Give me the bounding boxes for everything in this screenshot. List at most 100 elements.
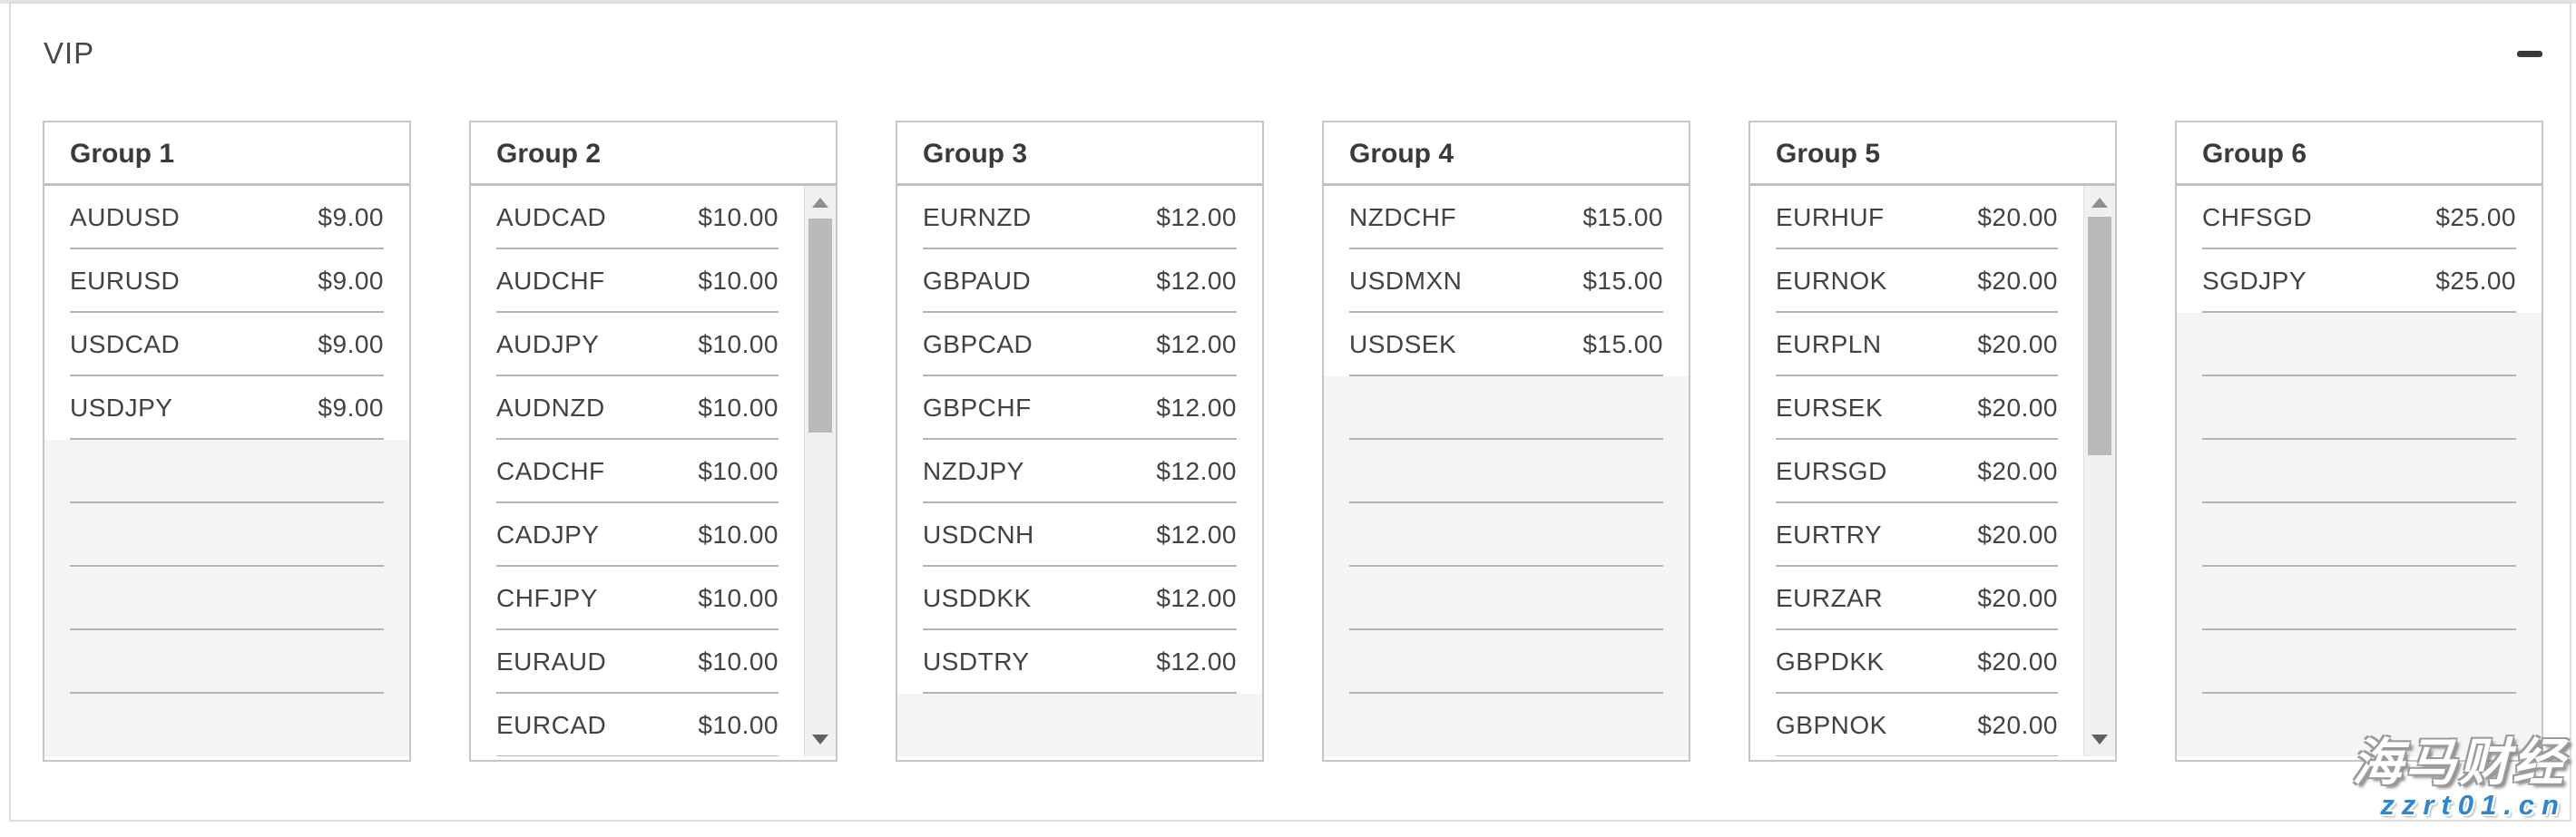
empty-row-slot: [44, 567, 409, 630]
pair-price: $10.00: [698, 457, 779, 485]
pair-price: $10.00: [698, 711, 779, 739]
pair-list[interactable]: EURHUF $20.00 EURNOK $20.00 EURPLN $20.0…: [1750, 186, 2115, 756]
pair-price: $20.00: [1977, 521, 2058, 549]
group-title: Group 5: [1750, 122, 2115, 186]
pair-row: GBPNOK $20.00: [1750, 694, 2083, 756]
pair-price: $10.00: [698, 330, 779, 358]
pair-row: NZDCHF $15.00: [1324, 186, 1689, 249]
pair-price: $10.00: [698, 647, 779, 676]
pair-label: GBPCAD: [923, 330, 1033, 358]
empty-row-slot: [2177, 440, 2542, 503]
pair-row: USDTRY $12.00: [897, 630, 1262, 694]
empty-row-slot: [44, 440, 409, 503]
vip-panel: VIP Group 1 AUDUSD $9.00 EURUSD $9.00 US…: [9, 2, 2571, 822]
pair-price: $25.00: [2435, 267, 2516, 295]
pair-row: EURNOK $20.00: [1750, 249, 2083, 313]
empty-row-slot: [1324, 630, 1689, 694]
pair-label: AUDNZD: [496, 394, 605, 422]
scrollbar-thumb[interactable]: [2088, 217, 2111, 455]
pair-price: $9.00: [318, 267, 384, 295]
pair-row: CHFSGD $25.00: [2177, 186, 2542, 249]
scrollbar[interactable]: [804, 186, 836, 756]
pair-label: USDJPY: [70, 394, 173, 422]
pair-row: AUDCAD $10.00: [471, 186, 804, 249]
empty-row-slot: [44, 630, 409, 694]
pair-price: $10.00: [698, 584, 779, 612]
pair-row: EURTRY $20.00: [1750, 503, 2083, 567]
pair-row: USDDKK $12.00: [897, 567, 1262, 630]
pair-list: AUDUSD $9.00 EURUSD $9.00 USDCAD $9.00 U…: [44, 186, 409, 756]
pair-label: GBPCHF: [923, 394, 1032, 422]
pair-row: SGDJPY $25.00: [2177, 249, 2542, 313]
pair-row: GBPAUD $12.00: [897, 249, 1262, 313]
pair-row: EURSEK $20.00: [1750, 376, 2083, 440]
pair-row: EURHUF $20.00: [1750, 186, 2083, 249]
pair-row: EURAUD $10.00: [471, 630, 804, 694]
pair-label: EURPLN: [1776, 330, 1882, 358]
scroll-up-icon[interactable]: [2091, 198, 2108, 208]
pair-price: $20.00: [1977, 203, 2058, 231]
pair-price: $15.00: [1582, 267, 1663, 295]
pair-price: $10.00: [698, 394, 779, 422]
pair-price: $20.00: [1977, 394, 2058, 422]
scrollbar-thumb[interactable]: [808, 219, 832, 433]
pair-row: AUDNZD $10.00: [471, 376, 804, 440]
empty-row-slot: [897, 694, 1262, 756]
pair-price: $12.00: [1156, 521, 1237, 549]
pair-row: EURCAD $10.00: [471, 694, 804, 756]
pair-label: USDDKK: [923, 584, 1032, 612]
pair-label: USDCAD: [70, 330, 181, 358]
pair-row: USDCAD $9.00: [44, 313, 409, 376]
empty-row-slot: [1324, 503, 1689, 567]
pair-price: $20.00: [1977, 457, 2058, 485]
pair-price: $20.00: [1977, 584, 2058, 612]
pair-price: $9.00: [318, 203, 384, 231]
group-cards-container: Group 1 AUDUSD $9.00 EURUSD $9.00 USDCAD…: [43, 121, 2543, 762]
group-card: Group 1 AUDUSD $9.00 EURUSD $9.00 USDCAD…: [43, 121, 411, 762]
empty-row-slot: [1324, 376, 1689, 440]
pair-label: USDTRY: [923, 647, 1030, 676]
group-card: Group 6 CHFSGD $25.00 SGDJPY $25.00: [2175, 121, 2543, 762]
pair-list[interactable]: AUDCAD $10.00 AUDCHF $10.00 AUDJPY $10.0…: [471, 186, 836, 756]
pair-label: EURUSD: [70, 267, 181, 295]
pair-label: CADCHF: [496, 457, 605, 485]
pair-label: GBPNOK: [1776, 711, 1887, 739]
pair-price: $12.00: [1156, 394, 1237, 422]
pair-row: EURNZD $12.00: [897, 186, 1262, 249]
scrollbar[interactable]: [2083, 186, 2115, 756]
pair-label: EURAUD: [496, 647, 607, 676]
pair-label: AUDCHF: [496, 267, 605, 295]
empty-row-slot: [2177, 630, 2542, 694]
pair-label: USDCNH: [923, 521, 1034, 549]
group-card: Group 3 EURNZD $12.00 GBPAUD $12.00 GBPC…: [896, 121, 1264, 762]
pair-label: CHFJPY: [496, 584, 598, 612]
minus-icon: [2517, 51, 2542, 57]
group-title: Group 4: [1324, 122, 1689, 186]
pair-price: $10.00: [698, 267, 779, 295]
group-title: Group 1: [44, 122, 409, 186]
pair-row: AUDCHF $10.00: [471, 249, 804, 313]
pair-label: USDMXN: [1349, 267, 1463, 295]
pair-row: EURUSD $9.00: [44, 249, 409, 313]
group-title: Group 3: [897, 122, 1262, 186]
empty-row-slot: [2177, 313, 2542, 376]
pair-row: AUDJPY $10.00: [471, 313, 804, 376]
scroll-up-icon[interactable]: [812, 198, 828, 208]
pair-label: EURSEK: [1776, 394, 1884, 422]
pair-price: $20.00: [1977, 711, 2058, 739]
pair-label: USDSEK: [1349, 330, 1457, 358]
empty-row-slot: [2177, 503, 2542, 567]
pair-label: EURCAD: [496, 711, 607, 739]
pair-label: CHFSGD: [2202, 203, 2313, 231]
pair-price: $15.00: [1582, 330, 1663, 358]
pair-row: AUDUSD $9.00: [44, 186, 409, 249]
collapse-button[interactable]: [2517, 49, 2544, 60]
pair-label: GBPAUD: [923, 267, 1032, 295]
scroll-down-icon[interactable]: [812, 735, 828, 745]
group-card: Group 4 NZDCHF $15.00 USDMXN $15.00 USDS…: [1322, 121, 1690, 762]
scroll-down-icon[interactable]: [2091, 735, 2108, 745]
pair-price: $20.00: [1977, 330, 2058, 358]
group-card: Group 5 EURHUF $20.00 EURNOK $20.00 EURP…: [1748, 121, 2117, 762]
empty-row-slot: [44, 694, 409, 756]
empty-row-slot: [2177, 376, 2542, 440]
